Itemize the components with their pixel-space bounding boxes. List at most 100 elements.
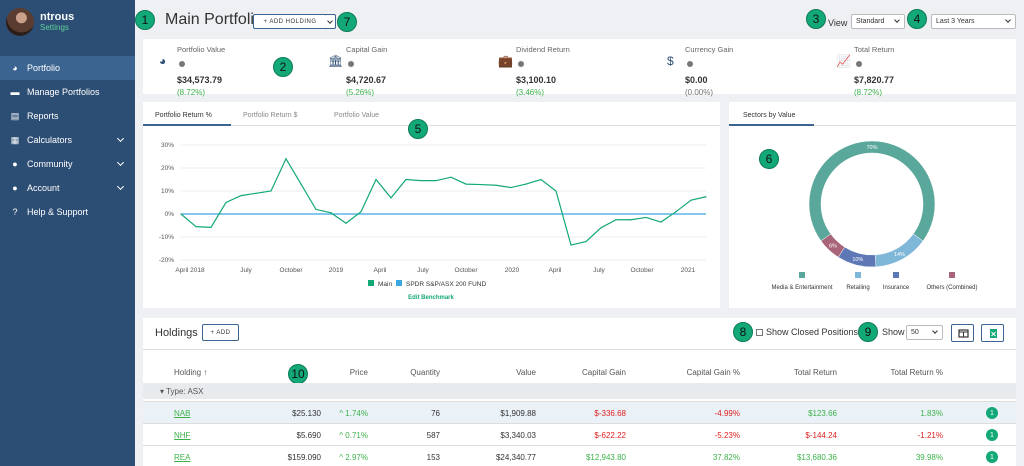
users-icon: ●	[12, 159, 18, 169]
sidebar-item-label: Reports	[27, 111, 59, 121]
capital-gain-value: $-336.68	[594, 409, 626, 418]
metric-label: Dividend Return	[516, 45, 570, 54]
info-icon[interactable]	[348, 61, 354, 67]
data-point	[450, 176, 452, 178]
pie-chart-icon: ◕	[12, 63, 18, 73]
add-button[interactable]: + ADD	[202, 324, 239, 341]
columns-icon	[958, 329, 969, 338]
total-return-value: $123.66	[808, 409, 837, 418]
column-header-price[interactable]: Price	[349, 368, 368, 377]
sidebar: ntrous Settings ◕ Portfolio ▬ Manage Portfo…	[0, 0, 135, 466]
callout-badge-3: 3	[806, 9, 826, 29]
slice-label: 10%	[852, 257, 863, 263]
price-change: ^ 2.97%	[339, 453, 368, 462]
info-icon[interactable]	[179, 61, 185, 67]
add-holding-dropdown-icon[interactable]	[326, 14, 336, 29]
data-point	[180, 213, 182, 215]
slice-media-entertainment[interactable]	[808, 140, 936, 242]
sidebar-item-help-support[interactable]: ? Help & Support	[0, 200, 135, 224]
profile[interactable]: ntrous Settings	[0, 0, 135, 44]
y-tick-label: 10%	[161, 188, 174, 195]
data-point	[225, 201, 227, 204]
legend-label-main[interactable]: Main	[378, 281, 392, 288]
group-row[interactable]: ▾ Type: ASX	[143, 383, 1016, 399]
columns-button[interactable]	[951, 324, 974, 342]
sector-tabs: Sectors by Value	[729, 102, 1016, 126]
callout-badge-4: 4	[907, 9, 927, 29]
holding-count-badge[interactable]: 1	[986, 429, 998, 441]
tab-portfolio-return-dollar[interactable]: Portfolio Return $	[243, 112, 298, 119]
y-tick-label: -20%	[159, 257, 174, 264]
column-header-total-return[interactable]: Total Return %	[890, 368, 943, 377]
group-label: ▾ Type: ASX	[160, 387, 204, 396]
settings-link[interactable]: Settings	[40, 23, 69, 32]
holding-count-badge[interactable]: 1	[986, 407, 998, 419]
summary-card: 2 ◕ Portfolio Value $34,573.79 (8.72%) 🏛 Capi…	[143, 39, 1016, 97]
legend-label-benchmark[interactable]: SPDR S&P/ASX 200 FUND	[406, 281, 486, 288]
slice-retailing[interactable]	[874, 233, 924, 268]
sidebar-item-calculators[interactable]: ▦ Calculators	[0, 128, 135, 152]
y-tick-label: -10%	[159, 234, 174, 241]
metric-label: Portfolio Value	[177, 45, 226, 54]
column-header-quantity[interactable]: Quantity	[410, 368, 440, 377]
info-icon[interactable]	[856, 61, 862, 67]
edit-benchmark-link[interactable]: Edit Benchmark	[408, 295, 454, 301]
legend-swatch	[855, 272, 861, 278]
holding-code-link[interactable]: NAB	[174, 409, 191, 418]
sidebar-item-label: Calculators	[27, 135, 73, 145]
show-closed-checkbox[interactable]	[756, 329, 763, 336]
holding-count-badge[interactable]: 1	[986, 451, 998, 463]
data-point	[330, 212, 332, 214]
profile-name: ntrous	[40, 11, 75, 23]
period-select[interactable]: Last 3 Years	[931, 14, 1016, 29]
metric-total-return: Total Return $7,820.77 (8.72%)	[854, 45, 894, 97]
legend-label[interactable]: Others (Combined)	[926, 285, 977, 291]
data-point	[315, 208, 317, 210]
chart-tabs: Portfolio Return % Portfolio Return $ Po…	[143, 102, 720, 126]
column-header-capital-gain[interactable]: Capital Gain %	[686, 368, 740, 377]
metric-value: $4,720.67	[346, 75, 387, 85]
calculator-icon: ▦	[10, 134, 20, 145]
info-icon[interactable]	[687, 61, 693, 67]
data-point	[555, 190, 557, 192]
avatar[interactable]	[6, 8, 34, 36]
data-point	[525, 183, 527, 185]
sidebar-item-community[interactable]: ● Community	[0, 152, 135, 176]
add-holding-button[interactable]: + ADD HOLDING	[253, 14, 327, 29]
column-header-total-return[interactable]: Total Return	[793, 368, 837, 377]
tab-portfolio-value[interactable]: Portfolio Value	[334, 112, 380, 119]
legend-label[interactable]: Retailing	[846, 285, 869, 291]
quantity-value: 587	[426, 431, 440, 440]
export-button[interactable]	[981, 324, 1004, 342]
data-point	[645, 216, 647, 219]
data-point	[300, 183, 302, 185]
legend-swatch-main	[368, 280, 374, 286]
table-row[interactable]: NAB $25.130 ^ 1.74% 76 $1,909.88 $-336.68 -4.9…	[143, 401, 1016, 423]
sidebar-item-portfolio[interactable]: ◕ Portfolio	[0, 56, 135, 80]
legend-label[interactable]: Insurance	[883, 285, 910, 291]
sidebar-item-reports[interactable]: ▤ Reports	[0, 104, 135, 128]
callout-badge-7: 7	[337, 12, 357, 32]
tab-sectors-by-value[interactable]: Sectors by Value	[743, 112, 796, 119]
sidebar-item-account[interactable]: ● Account	[0, 176, 135, 200]
table-row[interactable]: REA $159.090 ^ 2.97% 153 $24,340.77 $12,943.8…	[143, 445, 1016, 466]
legend-label[interactable]: Media & Entertainment	[771, 285, 832, 291]
view-select[interactable]: Standard	[851, 14, 905, 29]
value-amount: $24,340.77	[495, 453, 536, 462]
slice-others-combined[interactable]	[820, 233, 846, 258]
capital-gain-value: $12,943.80	[585, 453, 626, 462]
column-header-value[interactable]: Value	[516, 368, 536, 377]
holding-code-link[interactable]: NHF	[174, 431, 191, 440]
capital-gain-value: $-622.22	[594, 431, 626, 440]
page-size-select[interactable]: 50	[906, 325, 943, 340]
holding-code-link[interactable]: REA	[174, 453, 191, 462]
x-tick-label: 2019	[329, 267, 344, 274]
show-closed-label[interactable]: Show Closed Positions	[766, 327, 859, 337]
column-header-holding[interactable]: Holding ↑	[174, 368, 208, 377]
table-row[interactable]: NHF $5.690 ^ 0.71% 587 $3,340.03 $-622.22 -5.2…	[143, 423, 1016, 445]
sidebar-item-manage-portfolios[interactable]: ▬ Manage Portfolios	[0, 80, 135, 104]
info-icon[interactable]	[518, 61, 524, 67]
column-header-capital-gain[interactable]: Capital Gain	[581, 368, 626, 377]
legend-swatch	[893, 272, 899, 278]
tab-portfolio-return-pct[interactable]: Portfolio Return %	[155, 112, 212, 119]
